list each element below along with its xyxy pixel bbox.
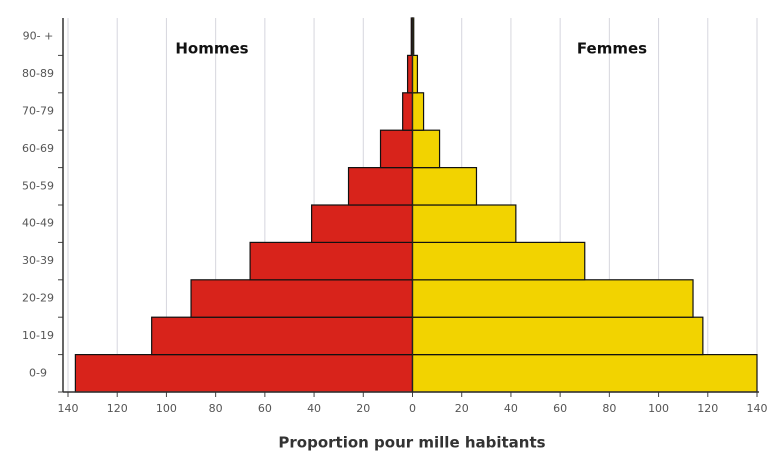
x-tick-label: 120 bbox=[107, 402, 128, 415]
bar bbox=[411, 167, 478, 206]
bar bbox=[411, 354, 758, 393]
bar bbox=[402, 92, 414, 131]
x-tick-label: 140 bbox=[58, 402, 79, 415]
bar bbox=[311, 204, 414, 244]
bar bbox=[411, 316, 704, 356]
bar bbox=[411, 204, 517, 244]
y-tick-label: 80-89 bbox=[22, 67, 54, 80]
x-axis-title: Proportion pour mille habitants bbox=[278, 434, 545, 452]
series-label: Hommes bbox=[175, 40, 248, 58]
y-tick-label: 60-69 bbox=[22, 142, 54, 155]
x-tick-label: 80 bbox=[602, 402, 616, 415]
y-tick-label: 70-79 bbox=[22, 105, 54, 118]
y-tick-label: 50-59 bbox=[22, 179, 54, 192]
bar bbox=[411, 129, 441, 169]
y-tick-label: 40-49 bbox=[22, 217, 54, 230]
bar bbox=[411, 92, 425, 131]
bar bbox=[151, 316, 414, 356]
x-tick-label: 120 bbox=[697, 402, 718, 415]
y-tick-label: 30-39 bbox=[22, 254, 54, 267]
bar bbox=[406, 54, 414, 94]
bar bbox=[379, 129, 414, 169]
bar bbox=[411, 241, 586, 281]
x-tick-label: 140 bbox=[747, 402, 768, 415]
x-tick-label: 80 bbox=[209, 402, 223, 415]
bar bbox=[347, 167, 414, 206]
x-tick-label: 100 bbox=[156, 402, 177, 415]
y-tick-label: 90- + bbox=[23, 30, 54, 43]
x-tick-label: 20 bbox=[356, 402, 370, 415]
x-tick-label: 100 bbox=[648, 402, 669, 415]
series-label: Femmes bbox=[577, 40, 647, 58]
x-tick-label: 40 bbox=[307, 402, 321, 415]
y-tick-label: 0-9 bbox=[29, 366, 47, 379]
bar bbox=[411, 279, 694, 318]
x-tick-label: 0 bbox=[409, 402, 416, 415]
bar bbox=[190, 279, 414, 318]
x-tick-label: 60 bbox=[258, 402, 272, 415]
x-tick-label: 60 bbox=[553, 402, 567, 415]
bar bbox=[411, 54, 419, 94]
y-tick-label: 20-29 bbox=[22, 292, 54, 305]
x-tick-label: 20 bbox=[455, 402, 469, 415]
x-tick-label: 40 bbox=[504, 402, 518, 415]
y-tick-label: 10-19 bbox=[22, 329, 54, 342]
bar bbox=[74, 354, 414, 393]
bar bbox=[249, 241, 414, 281]
